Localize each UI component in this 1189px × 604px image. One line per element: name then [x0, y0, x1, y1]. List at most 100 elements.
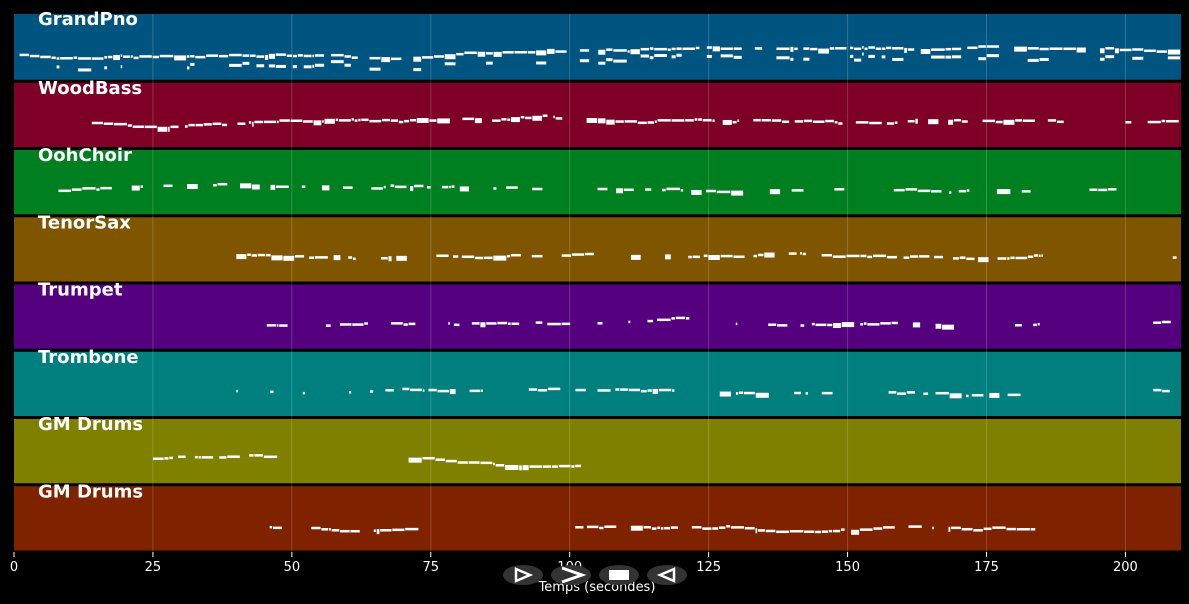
note — [453, 255, 459, 258]
note — [547, 387, 561, 391]
note — [888, 391, 897, 394]
note — [782, 120, 790, 124]
play-button[interactable] — [503, 565, 543, 585]
note — [157, 126, 168, 132]
note — [800, 252, 802, 255]
note — [1022, 119, 1035, 122]
note — [240, 183, 252, 189]
note — [456, 52, 464, 56]
note — [1167, 49, 1181, 55]
note — [56, 65, 60, 69]
note — [364, 322, 368, 325]
note — [973, 529, 983, 532]
note — [381, 118, 391, 122]
note — [107, 55, 113, 59]
note — [170, 125, 179, 129]
note — [881, 55, 886, 59]
note — [388, 256, 392, 262]
note — [640, 389, 647, 393]
note — [873, 527, 883, 530]
note — [597, 389, 611, 392]
note — [904, 47, 907, 53]
note — [100, 186, 112, 190]
note — [398, 120, 404, 124]
note — [849, 46, 854, 50]
note — [104, 66, 108, 70]
note — [978, 45, 986, 48]
note — [19, 53, 29, 57]
note — [604, 525, 617, 528]
note — [314, 63, 325, 67]
track-lane-2 — [14, 150, 1181, 215]
note — [485, 52, 493, 55]
x-tick-label-0: 0 — [10, 560, 18, 575]
note — [413, 68, 422, 72]
note — [302, 391, 305, 395]
note — [297, 54, 303, 57]
note — [613, 49, 627, 52]
note — [329, 528, 331, 531]
back-button[interactable] — [647, 565, 687, 585]
note — [860, 254, 867, 258]
track-lane-1 — [14, 82, 1181, 147]
note — [821, 391, 833, 395]
note — [720, 254, 733, 258]
note — [803, 57, 810, 61]
note — [468, 461, 480, 464]
note — [671, 119, 685, 122]
note — [672, 389, 675, 392]
note — [834, 188, 845, 191]
note — [726, 525, 731, 528]
note — [1172, 256, 1177, 259]
note — [127, 124, 132, 127]
note — [1033, 323, 1037, 327]
note — [381, 57, 391, 63]
note — [951, 526, 961, 530]
note — [510, 253, 521, 257]
note — [529, 465, 542, 468]
note — [743, 391, 755, 395]
note — [676, 53, 682, 57]
note — [312, 54, 315, 58]
note — [292, 65, 297, 69]
note — [120, 54, 123, 57]
note — [459, 186, 469, 192]
stop-button[interactable] — [599, 565, 639, 585]
note — [777, 324, 788, 327]
note — [286, 54, 293, 58]
note — [333, 255, 341, 261]
note — [561, 254, 572, 257]
note — [647, 389, 652, 392]
note — [263, 455, 278, 459]
note — [492, 119, 501, 122]
note — [203, 123, 212, 126]
note — [863, 322, 867, 325]
note — [404, 119, 410, 123]
note — [894, 121, 898, 124]
note — [788, 252, 797, 255]
note — [771, 119, 782, 122]
note — [444, 54, 456, 60]
note — [657, 119, 671, 122]
note — [408, 457, 422, 463]
note — [222, 123, 228, 127]
forward-button[interactable] — [551, 565, 591, 585]
note — [768, 323, 777, 326]
x-tick-label-2: 50 — [284, 560, 301, 575]
note — [671, 317, 675, 320]
tracks-group — [14, 14, 1181, 551]
note — [867, 255, 873, 259]
note — [514, 50, 528, 54]
note — [73, 56, 78, 59]
note — [682, 47, 695, 51]
note — [537, 389, 548, 392]
track-notes-3 — [236, 252, 1177, 263]
note — [722, 119, 732, 125]
note — [194, 455, 198, 459]
note — [122, 55, 131, 58]
note — [932, 526, 934, 530]
note — [380, 529, 392, 532]
note — [82, 187, 96, 190]
note — [892, 57, 904, 61]
